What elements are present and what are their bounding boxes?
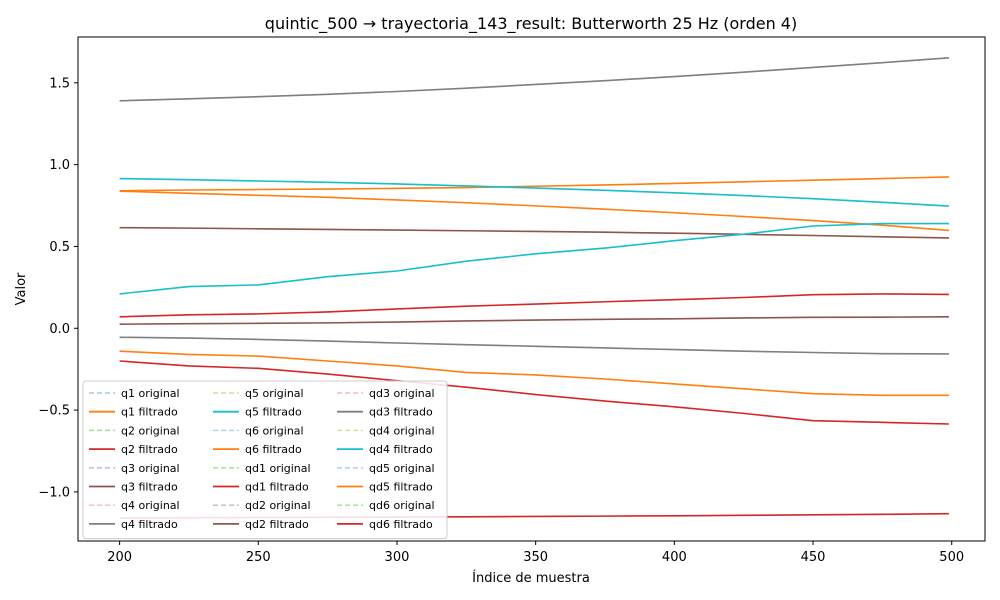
legend-label: qd4 filtrado: [369, 443, 433, 456]
series-line-q5-filtrado: [119, 177, 949, 207]
legend-label: qd3 filtrado: [369, 406, 433, 419]
legend-label: qd5 original: [369, 462, 435, 475]
x-tick-label: 250: [246, 550, 271, 565]
series-line-qd5-filtrado: [119, 350, 949, 397]
x-tick-label: 200: [107, 550, 132, 565]
legend-box: [82, 380, 448, 540]
legend-label: q4 original: [121, 499, 180, 512]
series-line-qd3-filtrado: [119, 336, 949, 355]
legend-label: q1 original: [121, 387, 180, 400]
y-axis-label: Valor: [14, 272, 29, 305]
legend-label: qd2 filtrado: [245, 518, 309, 531]
x-tick-label: 300: [385, 550, 410, 565]
series-line-q3-filtrado: [119, 226, 949, 239]
x-tick-label: 500: [939, 550, 964, 565]
chart-title: quintic_500 → trayectoria_143_result: Bu…: [265, 14, 797, 34]
y-tick-label: −0.5: [38, 404, 70, 419]
series-line-q1-filtrado: [119, 176, 949, 192]
legend-label: q3 original: [121, 462, 180, 475]
legend-label: q4 filtrado: [121, 518, 178, 531]
plot-lines: [119, 56, 950, 519]
x-axis-label: Índice de muestra: [472, 570, 590, 586]
legend-label: qd1 filtrado: [245, 481, 309, 494]
y-axis: −1.0 −0.5 0.0 0.5 1.0 1.5: [38, 76, 78, 500]
series-line-q6-filtrado: [119, 190, 950, 232]
series-line-qd4-filtrado: [119, 222, 949, 295]
legend-label: q5 original: [245, 387, 304, 400]
legend-label: q3 filtrado: [121, 481, 178, 494]
y-tick-label: 1.5: [49, 76, 70, 91]
y-tick-label: 0.0: [49, 322, 70, 337]
legend-label: q1 filtrado: [121, 406, 178, 419]
legend: q1 original q1 filtrado q2 original q2 filt…: [82, 380, 448, 540]
plot-frame: [77, 36, 986, 542]
series-line-qd2-filtrado: [119, 316, 949, 325]
legend-label: qd3 original: [369, 387, 435, 400]
legend-label: qd6 original: [369, 499, 435, 512]
legend-label: qd4 original: [369, 424, 435, 437]
legend-label: q6 original: [245, 424, 304, 437]
legend-label: qd1 original: [245, 462, 311, 475]
legend-label: q2 filtrado: [121, 443, 178, 456]
legend-label: q6 filtrado: [245, 443, 302, 456]
x-tick-label: 400: [662, 550, 687, 565]
series-line-q4-filtrado: [119, 56, 949, 102]
series-line-qd1-filtrado: [119, 293, 949, 318]
y-tick-label: 0.5: [49, 240, 70, 255]
y-tick-label: 1.0: [49, 158, 70, 173]
x-tick-label: 350: [523, 550, 548, 565]
legend-label: q2 original: [121, 424, 180, 437]
legend-label: q5 filtrado: [245, 406, 302, 419]
y-tick-label: −1.0: [38, 485, 70, 500]
legend-label: qd5 filtrado: [369, 481, 433, 494]
x-tick-label: 450: [801, 550, 826, 565]
x-axis: 200 250 300 350 400 450 500: [107, 541, 964, 565]
legend-label: qd6 filtrado: [369, 518, 433, 531]
legend-label: qd2 original: [245, 499, 311, 512]
series-line-qd6-filtrado: [119, 360, 949, 425]
